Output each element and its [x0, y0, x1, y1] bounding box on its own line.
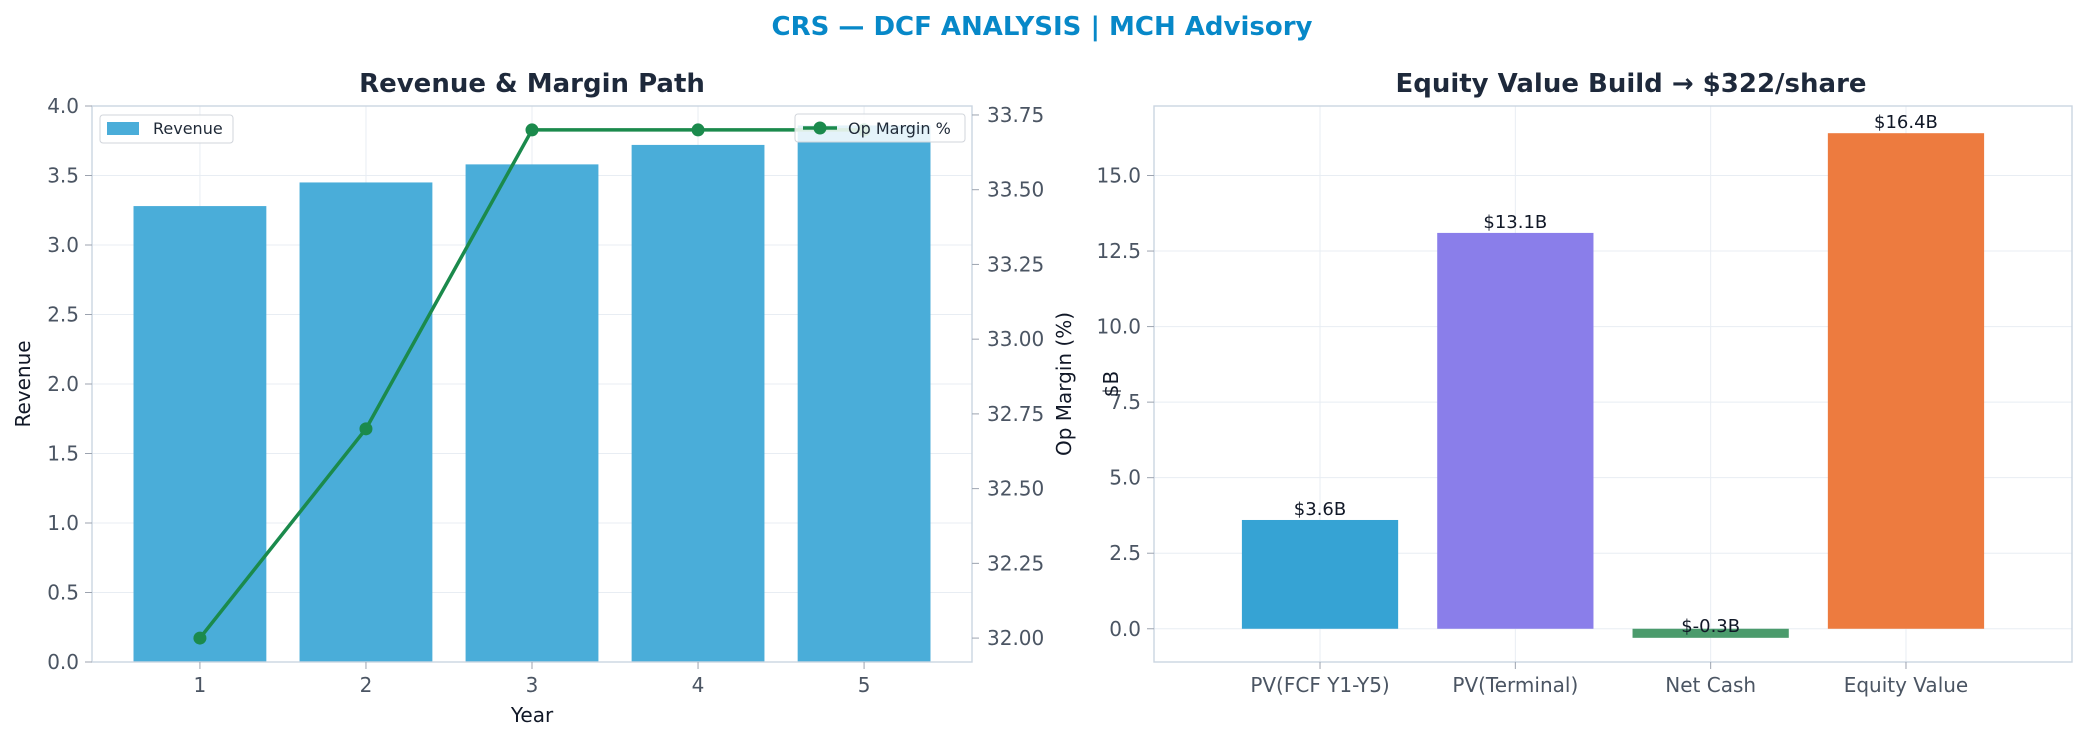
revenue-y-axis: 0.0 0.5 1.0 1.5 2.0 2.5 3.0 3.5 4.0 [47, 94, 92, 674]
equity-y-axis: 0.0 2.5 5.0 7.5 10.0 12.5 15.0 [1096, 164, 1154, 641]
revenue-y-tick-5: 2.5 [47, 303, 79, 327]
revenue-bar-4 [631, 144, 765, 663]
margin-legend-box [794, 113, 966, 143]
revenue-legend-swatch [107, 122, 139, 135]
revenue-bar-2 [299, 182, 433, 662]
revenue-y-tick-0: 0.0 [47, 650, 79, 674]
year-tick-1: 2 [360, 673, 373, 697]
margin-y2-tick-6: 33.50 [987, 178, 1044, 202]
equity-bar-4 [1827, 133, 1985, 629]
equity-data-label-3: $-0.3B [1681, 616, 1740, 637]
year-x-axis: 1 2 3 4 5 [194, 662, 871, 697]
equity-data-label-1: $3.6B [1294, 499, 1346, 520]
revenue-bar-3 [465, 164, 599, 662]
margin-y2-tick-2: 32.50 [987, 477, 1044, 501]
revenue-y-tick-8: 4.0 [47, 94, 79, 118]
equity-y-tick-3: 7.5 [1109, 390, 1141, 414]
equity-value-chart: Equity Value Build → $322/share $3.6B $13… [1096, 69, 2073, 697]
margin-point-1 [193, 631, 207, 645]
equity-x-tick-0: PV(FCF Y1-Y5) [1250, 673, 1389, 697]
revenue-y-tick-3: 1.5 [47, 442, 79, 466]
margin-y2-axis-label: Op Margin (%) [1052, 312, 1076, 456]
figure-suptitle: CRS — DCF ANALYSIS | MCH Advisory [772, 12, 1313, 42]
equity-y-tick-5: 12.5 [1096, 239, 1141, 263]
equity-chart-frame [1153, 105, 2073, 663]
equity-data-labels: $3.6B $13.1B $-0.3B $16.4B [1294, 112, 1938, 637]
margin-legend: Op Margin % [794, 113, 966, 143]
margin-point-4 [691, 123, 705, 137]
revenue-y-tick-6: 3.0 [47, 233, 79, 257]
revenue-bar-1 [133, 206, 267, 662]
revenue-x-axis-label: Year [510, 703, 554, 727]
revenue-y-tick-7: 3.5 [47, 164, 79, 188]
equity-data-label-2: $13.1B [1483, 212, 1547, 233]
margin-y2-tick-0: 32.00 [987, 626, 1044, 650]
equity-y-tick-4: 10.0 [1096, 315, 1141, 339]
equity-y-axis-label: $B [1099, 371, 1123, 397]
equity-y-tick-1: 2.5 [1109, 541, 1141, 565]
revenue-legend: Revenue [99, 114, 234, 144]
equity-chart-title: Equity Value Build → $322/share [1395, 69, 1866, 99]
equity-x-axis: PV(FCF Y1-Y5) PV(Terminal) Net Cash Equity … [1250, 662, 1968, 697]
margin-y2-axis: 32.00 32.25 32.50 32.75 33.00 33.25 33.50 33.75 [972, 103, 1044, 650]
equity-y-tick-0: 0.0 [1109, 617, 1141, 641]
equity-x-tick-3: Equity Value [1844, 673, 1969, 697]
year-tick-4: 5 [858, 673, 871, 697]
revenue-y-tick-2: 1.0 [47, 511, 79, 535]
year-tick-2: 3 [526, 673, 539, 697]
revenue-y-axis-label: Revenue [11, 340, 35, 427]
year-tick-3: 4 [692, 673, 705, 697]
equity-x-tick-1: PV(Terminal) [1452, 673, 1578, 697]
margin-legend-label: Op Margin % [848, 119, 951, 138]
revenue-legend-label: Revenue [153, 119, 223, 138]
equity-y-tick-2: 5.0 [1109, 466, 1141, 490]
revenue-y-tick-1: 0.5 [47, 581, 79, 605]
equity-x-tick-2: Net Cash [1665, 673, 1756, 697]
revenue-bar-5 [797, 125, 931, 662]
margin-y2-tick-4: 33.00 [987, 327, 1044, 351]
revenue-y-tick-4: 2.0 [47, 372, 79, 396]
equity-bar-2 [1437, 232, 1594, 629]
equity-data-label-4: $16.4B [1874, 112, 1938, 133]
margin-point-2 [359, 422, 373, 436]
margin-legend-marker [813, 121, 827, 135]
revenue-bars [133, 125, 931, 663]
margin-y2-tick-7: 33.75 [987, 103, 1044, 127]
revenue-chart-title: Revenue & Margin Path [359, 69, 705, 99]
equity-bars [1241, 133, 1985, 638]
margin-point-3 [525, 123, 539, 137]
year-tick-0: 1 [194, 673, 207, 697]
margin-y2-tick-5: 33.25 [987, 252, 1044, 276]
revenue-margin-chart: Revenue & Margin Path 0.0 0.5 1.0 1.5 2.0 2.5… [11, 69, 1076, 727]
equity-bar-1 [1241, 519, 1399, 629]
margin-y2-tick-3: 32.75 [987, 402, 1044, 426]
margin-y2-tick-1: 32.25 [987, 551, 1044, 575]
equity-y-tick-6: 15.0 [1096, 164, 1141, 188]
equity-bar-3 [1632, 628, 1789, 638]
